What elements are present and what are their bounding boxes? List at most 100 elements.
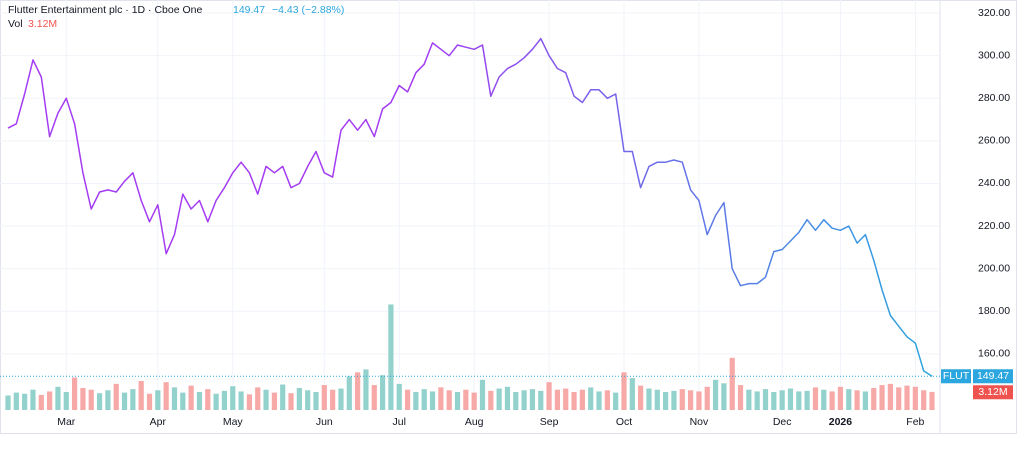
y-tick-label: 220.00 bbox=[978, 220, 1010, 232]
volume-bar bbox=[454, 392, 461, 410]
volume-bar bbox=[771, 392, 777, 410]
volume-bar bbox=[246, 394, 253, 410]
volume-bar bbox=[130, 389, 136, 410]
volume-bar bbox=[571, 392, 577, 410]
price-badge bbox=[973, 369, 1013, 384]
volume-bar bbox=[921, 390, 927, 410]
volume-bar bbox=[205, 389, 211, 410]
volume-bar bbox=[737, 385, 744, 410]
volume-bar bbox=[704, 386, 710, 410]
volume-bar bbox=[296, 387, 302, 410]
volume-bar bbox=[213, 393, 219, 410]
volume-bar bbox=[96, 393, 103, 410]
x-tick-label: Feb bbox=[906, 416, 924, 428]
volume-bar bbox=[188, 385, 194, 410]
volume-bar bbox=[238, 391, 244, 410]
y-tick-label: 260.00 bbox=[978, 135, 1010, 147]
volume-bar bbox=[47, 391, 53, 410]
volume-bar bbox=[71, 377, 78, 410]
volume-bar bbox=[446, 390, 452, 410]
symbol-badge-text: FLUT bbox=[943, 370, 970, 382]
volume-bar bbox=[663, 392, 669, 410]
volume-bar bbox=[588, 387, 594, 410]
volume-bar bbox=[55, 386, 61, 410]
volume-bar bbox=[521, 390, 527, 410]
volume-bar bbox=[638, 385, 644, 410]
x-tick-label: Sep bbox=[540, 416, 559, 428]
volume-bar bbox=[671, 390, 677, 410]
volume-bar bbox=[230, 386, 236, 410]
volume-bar bbox=[363, 369, 369, 410]
volume-bar bbox=[63, 392, 69, 410]
volume-bar bbox=[171, 387, 178, 410]
volume-bar bbox=[846, 389, 852, 410]
volume-bar bbox=[413, 392, 419, 410]
x-tick-label: Mar bbox=[57, 416, 76, 428]
volume-bar bbox=[496, 388, 502, 410]
volume-bar bbox=[554, 389, 561, 410]
volume-bar bbox=[113, 383, 119, 410]
volume-bar bbox=[613, 392, 619, 410]
y-tick-label: 300.00 bbox=[978, 49, 1010, 61]
volume-bar bbox=[263, 389, 269, 410]
volume-bar bbox=[646, 388, 652, 410]
volume-bar bbox=[579, 389, 585, 410]
volume-bar bbox=[812, 387, 819, 410]
volume-bar bbox=[80, 387, 86, 410]
volume-bar bbox=[804, 390, 810, 410]
volume-bar bbox=[38, 394, 44, 410]
volume-bar bbox=[879, 385, 885, 410]
price-line bbox=[7, 37, 933, 377]
volume-bar bbox=[163, 382, 169, 410]
y-tick-label: 320.00 bbox=[978, 7, 1010, 19]
x-tick-label: Aug bbox=[465, 416, 484, 428]
volume-value: 3.12M bbox=[28, 18, 57, 30]
volume-bar bbox=[22, 393, 28, 410]
volume-bar bbox=[787, 388, 794, 410]
volume-bar bbox=[321, 385, 327, 410]
x-tick-label: Apr bbox=[150, 416, 167, 428]
volume-bar bbox=[404, 389, 411, 410]
volume-bar bbox=[912, 386, 918, 410]
volume-bar bbox=[146, 393, 153, 410]
volume-bar bbox=[871, 387, 877, 410]
x-tick-label: Jun bbox=[316, 416, 333, 428]
x-tick-label: Nov bbox=[690, 416, 709, 428]
volume-bar bbox=[929, 391, 935, 410]
volume-title: Vol bbox=[8, 18, 23, 30]
volume-bar bbox=[13, 392, 19, 410]
volume-bar bbox=[280, 384, 286, 410]
volume-bar bbox=[121, 392, 128, 410]
volume-bar bbox=[696, 391, 702, 410]
volume-bar bbox=[529, 389, 536, 410]
y-tick-label: 180.00 bbox=[978, 305, 1010, 317]
volume-bar bbox=[754, 391, 760, 410]
x-tick-label: 2026 bbox=[829, 416, 853, 428]
volume-bar bbox=[538, 390, 544, 410]
volume-bar bbox=[438, 387, 444, 410]
volume-bar bbox=[679, 389, 685, 410]
volume-bar bbox=[5, 395, 11, 410]
volume-bar bbox=[837, 386, 844, 410]
volume-bar bbox=[388, 304, 394, 410]
volume-bar bbox=[621, 372, 627, 410]
volume-badge bbox=[973, 385, 1013, 400]
chart-frame bbox=[0, 0, 1017, 434]
header-price: 149.47 bbox=[233, 4, 265, 16]
x-tick-label: Dec bbox=[773, 416, 792, 428]
volume-bar bbox=[88, 389, 94, 410]
volume-bar bbox=[313, 392, 319, 410]
volume-bar bbox=[654, 389, 660, 410]
volume-bar bbox=[396, 383, 402, 410]
volume-bar bbox=[712, 379, 719, 410]
volume-bar bbox=[155, 390, 161, 410]
volume-bar bbox=[721, 383, 727, 410]
volume-bar bbox=[887, 383, 893, 410]
volume-bar bbox=[504, 386, 511, 410]
volume-bar bbox=[221, 390, 228, 410]
volume-bar bbox=[305, 390, 311, 410]
y-tick-label: 280.00 bbox=[978, 92, 1010, 104]
volume-bar bbox=[896, 387, 902, 410]
y-tick-label: 240.00 bbox=[978, 177, 1010, 189]
